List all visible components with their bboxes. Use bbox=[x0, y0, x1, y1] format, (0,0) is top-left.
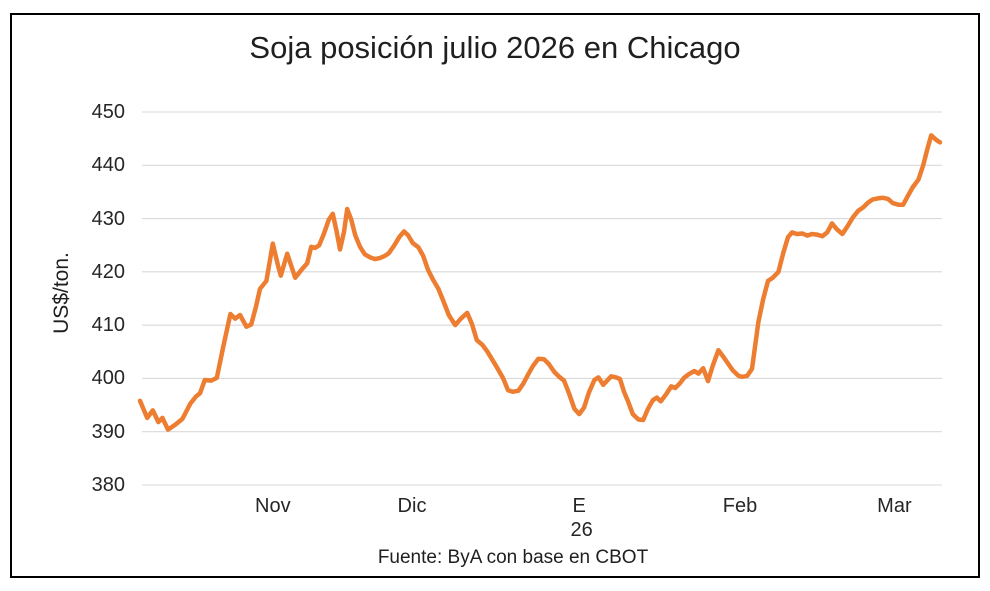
y-tick-label-410: 410 bbox=[91, 314, 125, 337]
x-month-label-dic: Dic bbox=[397, 495, 427, 517]
y-tick-label-390: 390 bbox=[91, 420, 125, 443]
y-tick-label-380: 380 bbox=[91, 474, 125, 496]
y-tick-label-400: 400 bbox=[91, 367, 125, 390]
gridlines bbox=[142, 111, 942, 486]
y-tick-label-430: 430 bbox=[91, 207, 125, 230]
source-note: Fuente: ByA con base en CBOT bbox=[377, 547, 649, 568]
x-year-label: 26 bbox=[570, 519, 593, 541]
x-month-label-feb: Feb bbox=[722, 495, 758, 517]
chart-frame bbox=[10, 13, 980, 578]
price-line bbox=[137, 133, 943, 432]
y-tick-label-450: 450 bbox=[91, 101, 125, 123]
x-month-label-nov: Nov bbox=[255, 495, 291, 517]
chart-title: Soja posición julio 2026 en Chicago bbox=[249, 30, 741, 65]
x-month-label-e: E bbox=[572, 495, 586, 517]
x-month-label-mar: Mar bbox=[877, 495, 912, 517]
y-tick-label-440: 440 bbox=[91, 154, 125, 177]
y-tick-label-420: 420 bbox=[91, 260, 125, 283]
